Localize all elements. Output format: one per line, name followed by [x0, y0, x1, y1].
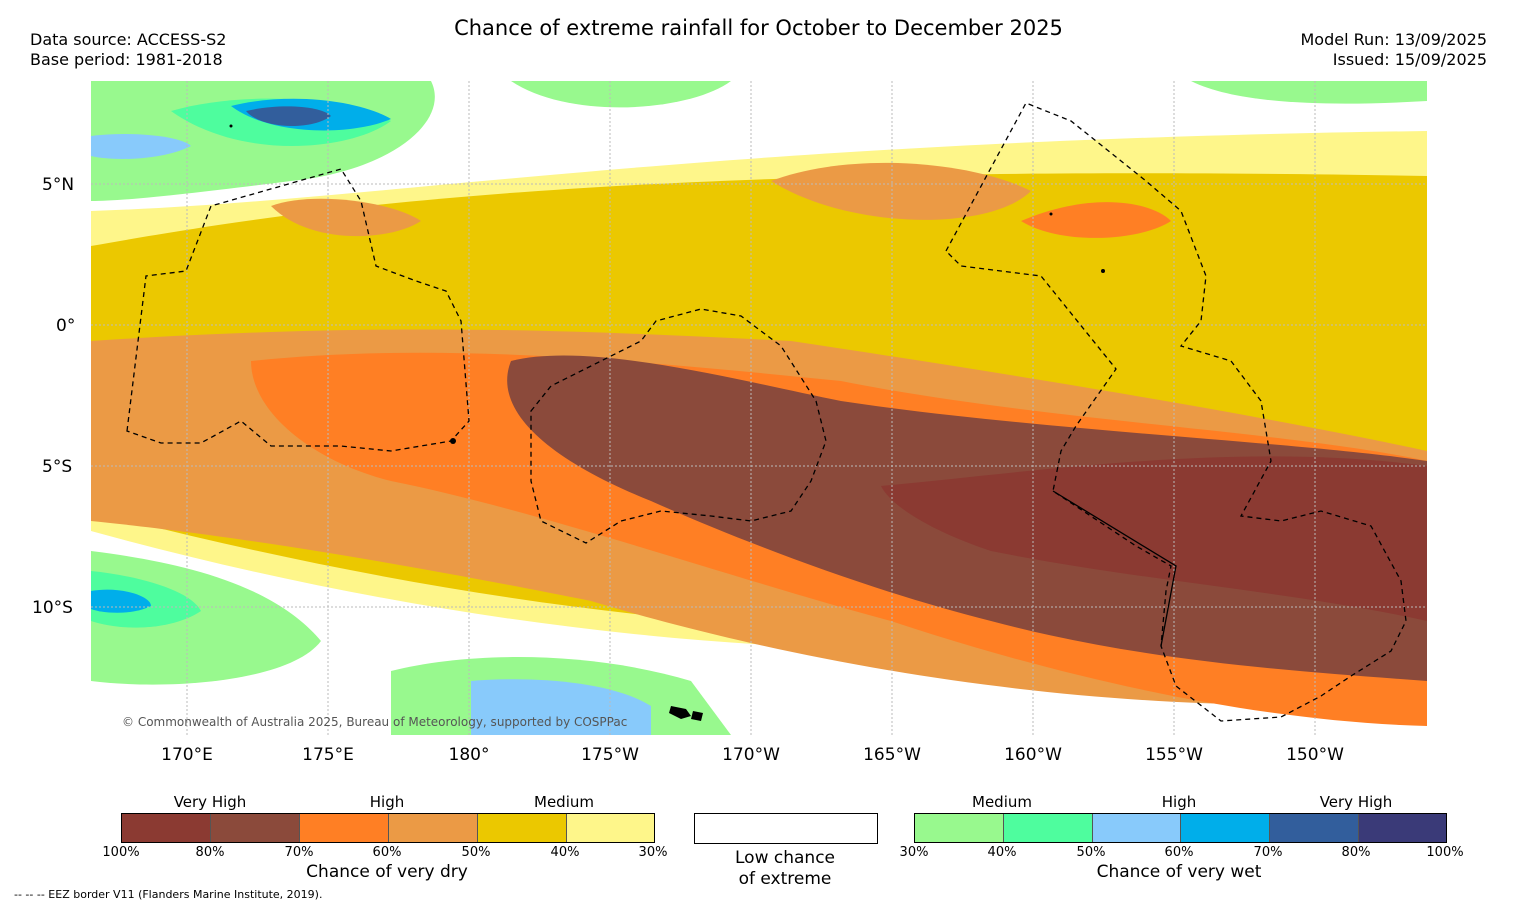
dry-tick-4: 60%	[372, 845, 402, 860]
eez-border-east	[945, 102, 1407, 722]
eez-solid-border	[1052, 490, 1177, 647]
wet-tick-3: 50%	[1076, 845, 1106, 860]
lon-label-170w: 170°W	[722, 745, 780, 765]
island	[1101, 269, 1105, 273]
lon-label-150w: 150°W	[1286, 745, 1344, 765]
grid-lines	[91, 81, 1427, 735]
dry-swatch-3	[300, 814, 389, 842]
lon-label-170e: 170°E	[161, 745, 213, 765]
eez-border-central	[530, 308, 827, 544]
dry-swatch-2	[211, 814, 300, 842]
wet-regions	[91, 81, 1427, 735]
eez-footnote: -- -- -- EEZ border V11 (Flanders Marine…	[14, 888, 323, 901]
rainfall-map	[91, 81, 1427, 735]
island	[1049, 212, 1053, 216]
wet-swatch-5	[1270, 814, 1359, 842]
dry-tick-2: 80%	[195, 845, 225, 860]
wet-patch	[1191, 81, 1427, 104]
dry-tick-6: 40%	[550, 845, 580, 860]
lat-label-equator: 0°	[56, 316, 76, 336]
dry-bands	[91, 131, 1427, 726]
wet-tick-5: 70%	[1253, 845, 1283, 860]
wet-swatch-1	[915, 814, 1004, 842]
dry-band-80-100	[881, 456, 1427, 621]
dry-colorbar	[121, 813, 655, 843]
dry-tick-1: 100%	[102, 845, 140, 860]
wet-patch	[511, 81, 731, 108]
lat-label-5s: 5°S	[42, 457, 73, 477]
wet-category-very-high: Very High	[1319, 793, 1393, 811]
wet-swatch-2	[1004, 814, 1093, 842]
dry-legend-title: Chance of very dry	[306, 862, 468, 882]
wet-legend-title: Chance of very wet	[1096, 862, 1262, 882]
copyright-notice: © Commonwealth of Australia 2025, Bureau…	[122, 715, 628, 729]
dry-swatch-1	[122, 814, 211, 842]
dry-tick-5: 50%	[461, 845, 491, 860]
wet-north-west-very-high	[246, 106, 331, 127]
dry-swatch-5	[478, 814, 567, 842]
data-source: Data source: ACCESS-S2	[30, 30, 227, 49]
wet-tick-1: 30%	[899, 845, 929, 860]
issued-date: Issued: 15/09/2025	[1332, 50, 1487, 69]
lon-label-160w: 160°W	[1004, 745, 1062, 765]
dry-patch	[1021, 202, 1171, 238]
dry-tick-3: 70%	[284, 845, 314, 860]
low-chance-line-1: Low chance	[735, 848, 835, 868]
lat-label-5n: 5°N	[42, 175, 75, 195]
map-title: Chance of extreme rainfall for October t…	[454, 16, 1063, 40]
dry-category-high: High	[369, 793, 405, 811]
lon-label-155w: 155°W	[1145, 745, 1203, 765]
wet-tick-4: 60%	[1164, 845, 1194, 860]
base-period: Base period: 1981-2018	[30, 50, 223, 69]
islands	[229, 124, 1105, 721]
dry-patch	[771, 162, 1031, 220]
island	[450, 438, 456, 444]
low-chance-line-2: of extreme	[738, 869, 832, 889]
wet-category-high: High	[1161, 793, 1197, 811]
dry-tick-7: 30%	[638, 845, 668, 860]
dry-category-very-high: Very High	[173, 793, 247, 811]
wet-swatch-4	[1181, 814, 1270, 842]
dry-patch	[271, 198, 421, 237]
model-run: Model Run: 13/09/2025	[1300, 30, 1488, 49]
wet-colorbar	[914, 813, 1447, 843]
low-chance-label: Low chance of extreme	[735, 848, 835, 890]
dry-swatch-6	[567, 814, 654, 842]
wet-tick-6: 80%	[1341, 845, 1371, 860]
eez-solid-line	[1052, 490, 1177, 647]
eez-border-west	[126, 168, 470, 452]
lon-label-175w: 175°W	[581, 745, 639, 765]
island	[229, 124, 233, 128]
lon-label-175e: 175°E	[302, 745, 354, 765]
island	[691, 711, 703, 721]
island	[669, 706, 691, 719]
lon-label-165w: 165°W	[863, 745, 921, 765]
dry-category-medium: Medium	[534, 793, 594, 811]
dry-swatch-4	[389, 814, 478, 842]
wet-category-medium: Medium	[972, 793, 1032, 811]
lon-label-180: 180°	[448, 745, 490, 765]
wet-patch	[91, 134, 191, 159]
low-chance-swatch	[694, 813, 878, 844]
wet-tick-7: 100%	[1426, 845, 1464, 860]
wet-swatch-6	[1359, 814, 1446, 842]
data-info: Data source: ACCESS-S2 Base period: 1981…	[30, 30, 226, 70]
eez-borders	[126, 102, 1407, 722]
wet-swatch-3	[1093, 814, 1181, 842]
wet-patch	[471, 679, 651, 735]
run-info: Model Run: 13/09/2025 Issued: 15/09/2025	[1301, 30, 1488, 70]
wet-tick-2: 40%	[987, 845, 1017, 860]
lat-label-10s: 10°S	[32, 598, 73, 618]
